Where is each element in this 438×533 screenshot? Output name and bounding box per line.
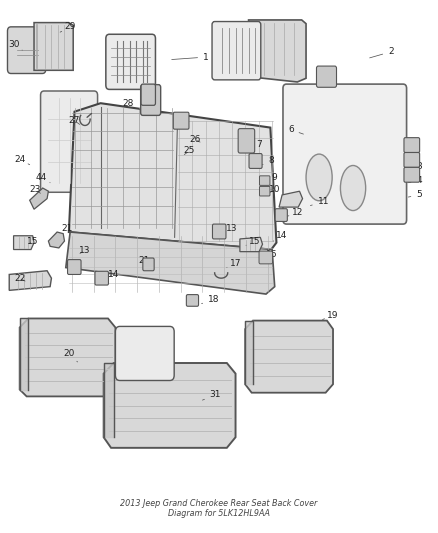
FancyBboxPatch shape	[67, 260, 81, 274]
FancyBboxPatch shape	[249, 154, 262, 168]
FancyBboxPatch shape	[259, 176, 270, 185]
Text: 14: 14	[108, 270, 120, 279]
Text: 31: 31	[202, 390, 221, 400]
Polygon shape	[48, 232, 64, 248]
Text: 4: 4	[408, 176, 422, 185]
Text: 2013 Jeep Grand Cherokee Rear Seat Back Cover
Diagram for 5LK12HL9AA: 2013 Jeep Grand Cherokee Rear Seat Back …	[120, 499, 318, 519]
Text: 24: 24	[14, 155, 30, 165]
FancyBboxPatch shape	[283, 84, 406, 224]
FancyBboxPatch shape	[404, 167, 420, 182]
Polygon shape	[34, 22, 73, 70]
FancyBboxPatch shape	[212, 21, 261, 80]
Text: 25: 25	[184, 147, 195, 156]
Polygon shape	[249, 20, 306, 82]
Text: 15: 15	[27, 237, 39, 246]
Polygon shape	[104, 363, 236, 448]
Text: 1: 1	[172, 53, 209, 62]
Text: 44: 44	[36, 173, 50, 183]
FancyBboxPatch shape	[95, 271, 109, 285]
Text: 18: 18	[201, 295, 219, 304]
Text: 9: 9	[268, 173, 278, 182]
Polygon shape	[69, 103, 276, 249]
FancyBboxPatch shape	[317, 66, 336, 87]
Polygon shape	[66, 232, 275, 294]
FancyBboxPatch shape	[275, 209, 287, 221]
Polygon shape	[240, 237, 262, 252]
Text: 14: 14	[273, 231, 288, 241]
FancyBboxPatch shape	[212, 224, 226, 239]
Text: 22: 22	[14, 273, 25, 282]
Text: 8: 8	[262, 156, 274, 165]
Text: 21: 21	[138, 256, 150, 265]
Text: 10: 10	[269, 185, 280, 194]
Text: 26: 26	[189, 135, 201, 144]
Text: 5: 5	[408, 190, 422, 199]
FancyBboxPatch shape	[186, 295, 198, 306]
Text: 7: 7	[250, 140, 262, 149]
FancyBboxPatch shape	[106, 34, 155, 90]
Text: 30: 30	[8, 41, 22, 50]
FancyBboxPatch shape	[238, 128, 254, 153]
Text: 17: 17	[227, 260, 241, 268]
Text: 21: 21	[62, 224, 73, 233]
FancyBboxPatch shape	[7, 27, 46, 74]
FancyBboxPatch shape	[259, 251, 272, 264]
FancyBboxPatch shape	[404, 152, 420, 167]
Text: 29: 29	[60, 22, 76, 32]
FancyBboxPatch shape	[404, 138, 420, 152]
Polygon shape	[20, 318, 28, 390]
Polygon shape	[279, 191, 303, 207]
Text: 2: 2	[370, 47, 394, 58]
FancyBboxPatch shape	[143, 258, 154, 271]
Text: 19: 19	[322, 311, 339, 320]
Text: 28: 28	[123, 99, 141, 110]
Ellipse shape	[306, 154, 332, 201]
Text: 13: 13	[79, 246, 91, 255]
Ellipse shape	[340, 165, 366, 211]
Text: 16: 16	[265, 251, 277, 260]
Polygon shape	[9, 271, 51, 290]
Text: 23: 23	[30, 185, 41, 194]
FancyBboxPatch shape	[141, 84, 155, 106]
Text: 13: 13	[223, 224, 238, 233]
FancyBboxPatch shape	[41, 91, 98, 192]
Polygon shape	[245, 320, 253, 384]
Polygon shape	[30, 188, 48, 209]
Text: 20: 20	[63, 350, 78, 362]
FancyBboxPatch shape	[116, 326, 174, 381]
FancyBboxPatch shape	[141, 85, 161, 115]
Text: 6: 6	[288, 125, 304, 134]
FancyBboxPatch shape	[259, 187, 270, 196]
Text: 27: 27	[69, 116, 80, 125]
FancyBboxPatch shape	[173, 112, 189, 129]
Polygon shape	[245, 320, 333, 393]
Text: 15: 15	[246, 237, 261, 246]
Text: 11: 11	[311, 197, 329, 206]
Polygon shape	[104, 363, 114, 437]
Polygon shape	[20, 318, 116, 397]
Polygon shape	[14, 236, 34, 249]
Text: 3: 3	[408, 163, 422, 171]
Text: 12: 12	[288, 208, 303, 217]
